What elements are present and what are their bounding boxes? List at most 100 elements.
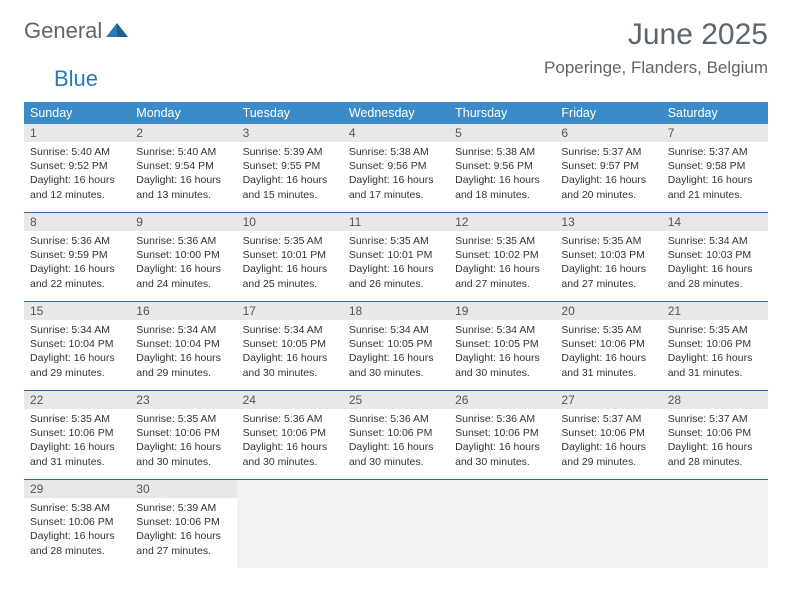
daylight-line-2: and 28 minutes.	[30, 544, 124, 558]
week-row: 1Sunrise: 5:40 AMSunset: 9:52 PMDaylight…	[24, 124, 768, 213]
location: Poperinge, Flanders, Belgium	[544, 58, 768, 78]
day-cell: 24Sunrise: 5:36 AMSunset: 10:06 PMDaylig…	[237, 391, 343, 479]
day-number: 18	[343, 302, 449, 320]
daylight-line-1: Daylight: 16 hours	[349, 440, 443, 454]
daylight-line-2: and 30 minutes.	[349, 366, 443, 380]
sunrise-line: Sunrise: 5:37 AM	[668, 145, 762, 159]
daylight-line-2: and 28 minutes.	[668, 455, 762, 469]
daylight-line-1: Daylight: 16 hours	[668, 440, 762, 454]
daylight-line-2: and 15 minutes.	[243, 188, 337, 202]
sunrise-line: Sunrise: 5:36 AM	[30, 234, 124, 248]
day-number: 19	[449, 302, 555, 320]
sunset-line: Sunset: 10:02 PM	[455, 248, 549, 262]
day-number: 1	[24, 124, 130, 142]
sunset-line: Sunset: 10:03 PM	[668, 248, 762, 262]
day-number: 6	[555, 124, 661, 142]
daylight-line-1: Daylight: 16 hours	[455, 262, 549, 276]
day-cell-empty	[662, 480, 768, 568]
sunrise-line: Sunrise: 5:34 AM	[136, 323, 230, 337]
sunrise-line: Sunrise: 5:36 AM	[349, 412, 443, 426]
sunset-line: Sunset: 10:05 PM	[455, 337, 549, 351]
week-row: 8Sunrise: 5:36 AMSunset: 9:59 PMDaylight…	[24, 213, 768, 302]
day-cell-empty	[237, 480, 343, 568]
daylight-line-1: Daylight: 16 hours	[455, 173, 549, 187]
daylight-line-2: and 21 minutes.	[668, 188, 762, 202]
daylight-line-2: and 17 minutes.	[349, 188, 443, 202]
sunset-line: Sunset: 10:04 PM	[136, 337, 230, 351]
daylight-line-1: Daylight: 16 hours	[136, 351, 230, 365]
day-number: 25	[343, 391, 449, 409]
daylight-line-1: Daylight: 16 hours	[136, 173, 230, 187]
dow-cell: Thursday	[449, 102, 555, 124]
daylight-line-1: Daylight: 16 hours	[30, 529, 124, 543]
daylight-line-1: Daylight: 16 hours	[30, 351, 124, 365]
sunset-line: Sunset: 10:06 PM	[668, 337, 762, 351]
day-cell: 17Sunrise: 5:34 AMSunset: 10:05 PMDaylig…	[237, 302, 343, 390]
daylight-line-2: and 24 minutes.	[136, 277, 230, 291]
sunrise-line: Sunrise: 5:36 AM	[243, 412, 337, 426]
sunset-line: Sunset: 10:06 PM	[349, 426, 443, 440]
day-number: 4	[343, 124, 449, 142]
sunset-line: Sunset: 9:52 PM	[30, 159, 124, 173]
day-cell: 8Sunrise: 5:36 AMSunset: 9:59 PMDaylight…	[24, 213, 130, 301]
sunset-line: Sunset: 9:57 PM	[561, 159, 655, 173]
day-cell: 22Sunrise: 5:35 AMSunset: 10:06 PMDaylig…	[24, 391, 130, 479]
sunrise-line: Sunrise: 5:38 AM	[30, 501, 124, 515]
logo-text-general: General	[24, 18, 102, 44]
daylight-line-2: and 30 minutes.	[136, 455, 230, 469]
day-cell-empty	[555, 480, 661, 568]
day-cell-empty	[449, 480, 555, 568]
day-cell: 25 Sunrise: 5:36 AMSunset: 10:06 PMDaylig…	[343, 391, 449, 479]
day-number: 3	[237, 124, 343, 142]
day-cell: 26Sunrise: 5:36 AMSunset: 10:06 PMDaylig…	[449, 391, 555, 479]
daylight-line-1: Daylight: 16 hours	[668, 351, 762, 365]
sunset-line: Sunset: 10:05 PM	[243, 337, 337, 351]
sunset-line: Sunset: 10:04 PM	[30, 337, 124, 351]
day-number: 16	[130, 302, 236, 320]
sunset-line: Sunset: 10:06 PM	[30, 426, 124, 440]
daylight-line-2: and 30 minutes.	[455, 366, 549, 380]
day-cell: 3Sunrise: 5:39 AMSunset: 9:55 PMDaylight…	[237, 124, 343, 212]
sunset-line: Sunset: 9:58 PM	[668, 159, 762, 173]
day-cell: 13Sunrise: 5:35 AMSunset: 10:03 PMDaylig…	[555, 213, 661, 301]
sunrise-line: Sunrise: 5:34 AM	[668, 234, 762, 248]
daylight-line-2: and 31 minutes.	[561, 366, 655, 380]
day-cell: 23Sunrise: 5:35 AMSunset: 10:06 PMDaylig…	[130, 391, 236, 479]
sunset-line: Sunset: 9:59 PM	[30, 248, 124, 262]
sunrise-line: Sunrise: 5:35 AM	[243, 234, 337, 248]
daylight-line-2: and 27 minutes.	[455, 277, 549, 291]
daylight-line-2: and 18 minutes.	[455, 188, 549, 202]
daylight-line-2: and 29 minutes.	[136, 366, 230, 380]
sunrise-line: Sunrise: 5:37 AM	[561, 145, 655, 159]
day-cell: 15Sunrise: 5:34 AMSunset: 10:04 PMDaylig…	[24, 302, 130, 390]
sunrise-line: Sunrise: 5:38 AM	[455, 145, 549, 159]
sunrise-line: Sunrise: 5:35 AM	[668, 323, 762, 337]
day-cell-empty	[343, 480, 449, 568]
logo: General	[24, 18, 130, 44]
daylight-line-1: Daylight: 16 hours	[136, 440, 230, 454]
day-number: 7	[662, 124, 768, 142]
sunrise-line: Sunrise: 5:35 AM	[561, 234, 655, 248]
daylight-line-1: Daylight: 16 hours	[455, 351, 549, 365]
daylight-line-2: and 30 minutes.	[455, 455, 549, 469]
dow-cell: Sunday	[24, 102, 130, 124]
daylight-line-1: Daylight: 16 hours	[668, 173, 762, 187]
calendar: SundayMondayTuesdayWednesdayThursdayFrid…	[24, 102, 768, 568]
day-number: 9	[130, 213, 236, 231]
sunset-line: Sunset: 10:01 PM	[243, 248, 337, 262]
sunrise-line: Sunrise: 5:35 AM	[455, 234, 549, 248]
sunset-line: Sunset: 10:06 PM	[455, 426, 549, 440]
day-cell: 1Sunrise: 5:40 AMSunset: 9:52 PMDaylight…	[24, 124, 130, 212]
sunrise-line: Sunrise: 5:34 AM	[455, 323, 549, 337]
sunrise-line: Sunrise: 5:35 AM	[136, 412, 230, 426]
week-row: 22Sunrise: 5:35 AMSunset: 10:06 PMDaylig…	[24, 391, 768, 480]
day-number: 15	[24, 302, 130, 320]
sunset-line: Sunset: 10:05 PM	[349, 337, 443, 351]
daylight-line-2: and 30 minutes.	[243, 455, 337, 469]
day-cell: 19 Sunrise: 5:34 AMSunset: 10:05 PMDaylig…	[449, 302, 555, 390]
daylight-line-2: and 31 minutes.	[30, 455, 124, 469]
dow-cell: Tuesday	[237, 102, 343, 124]
daylight-line-1: Daylight: 16 hours	[243, 351, 337, 365]
sunrise-line: Sunrise: 5:36 AM	[455, 412, 549, 426]
sunrise-line: Sunrise: 5:35 AM	[30, 412, 124, 426]
